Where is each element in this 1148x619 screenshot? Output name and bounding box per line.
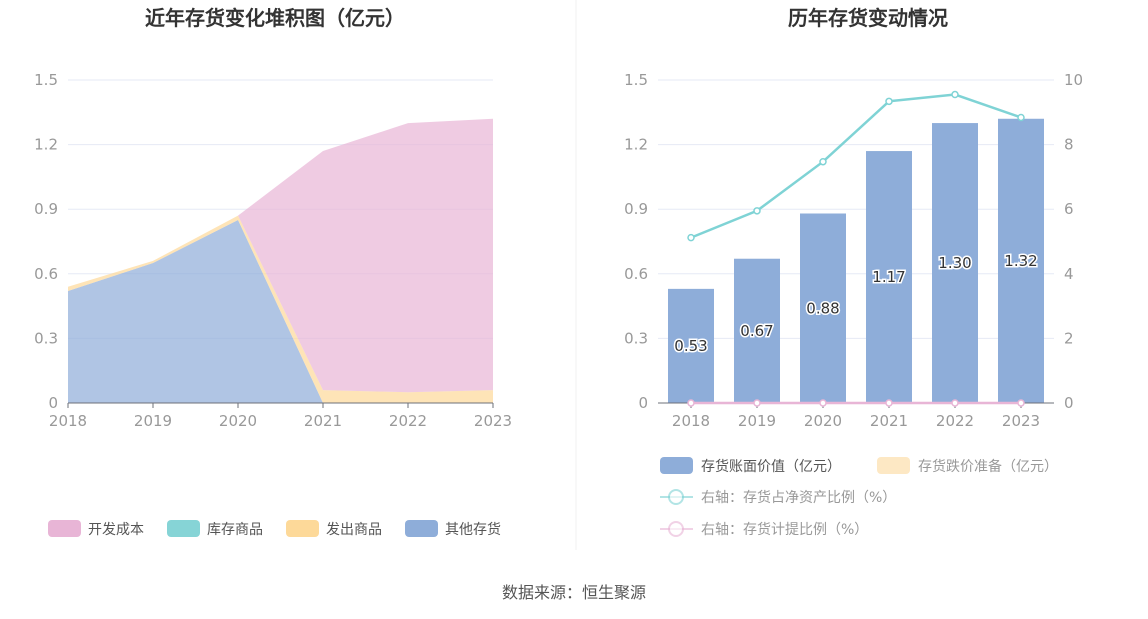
x-tick-label: 2021: [870, 412, 908, 430]
x-tick-label: 2020: [219, 412, 257, 430]
line-point: [819, 157, 827, 166]
line-series-0: [690, 93, 1022, 239]
line-point: [1017, 399, 1025, 407]
y-tick-label: 0.6: [624, 265, 648, 283]
line-point: [819, 399, 827, 407]
y-tick-label: 0.3: [624, 329, 648, 347]
line-point: [885, 399, 893, 407]
legend-swatch: [286, 520, 319, 537]
x-tick-label: 2022: [389, 412, 427, 430]
y2-tick-label: 8: [1064, 136, 1074, 154]
area-3: [68, 118, 493, 393]
legend-swatch: [660, 457, 693, 474]
y2-tick-label: 4: [1064, 265, 1074, 283]
legend-marker: [668, 489, 684, 505]
legend-label: 库存商品: [207, 522, 263, 538]
line-point: [1017, 113, 1025, 122]
x-tick-label: 2019: [738, 412, 776, 430]
line-point: [753, 207, 761, 215]
bar: [734, 258, 780, 403]
legend-label: 发出商品: [326, 522, 382, 538]
area-0: [68, 219, 493, 403]
x-tick-label: 2021: [304, 412, 342, 430]
legend-label: 右轴：存货占净资产比例（%）: [701, 489, 896, 506]
y2-tick-label: 6: [1064, 200, 1074, 218]
bar-data-label: 1.17: [872, 268, 905, 286]
line-point: [885, 97, 893, 106]
y-tick-label: 1.2: [34, 136, 58, 154]
x-tick-label: 2023: [1002, 412, 1040, 430]
y2-tick-label: 0: [1064, 394, 1074, 412]
x-tick-label: 2018: [672, 412, 710, 430]
area-2: [68, 215, 493, 403]
bar: [800, 213, 846, 403]
x-tick-label: 2020: [804, 412, 842, 430]
x-tick-label: 2018: [49, 412, 87, 430]
bar-data-label: 0.53: [674, 337, 707, 355]
y-tick-label: 0.3: [34, 329, 58, 347]
bar: [668, 288, 714, 403]
bar: [932, 123, 978, 404]
y-tick-label: 1.2: [624, 136, 648, 154]
line-point: [951, 399, 959, 407]
y2-tick-label: 2: [1064, 329, 1074, 347]
legend-label: 存货账面价值（亿元）: [701, 458, 841, 475]
legend-swatch: [48, 520, 81, 537]
x-tick-label: 2022: [936, 412, 974, 430]
source-text: 数据来源：恒生聚源: [502, 583, 646, 602]
left-chart-title: 近年存货变化堆积图（亿元）: [145, 6, 405, 30]
bar: [998, 118, 1044, 403]
bar-data-label: 1.32: [1004, 252, 1037, 270]
y-tick-label: 0.9: [624, 200, 648, 218]
legend-marker: [668, 521, 684, 537]
legend-swatch: [167, 520, 200, 537]
x-tick-label: 2023: [474, 412, 512, 430]
legend-label: 开发成本: [88, 522, 144, 538]
y-tick-label: 0.6: [34, 265, 58, 283]
line-point: [687, 233, 695, 242]
right-chart-title: 历年存货变动情况: [788, 6, 948, 30]
bar-data-label: 1.30: [938, 254, 971, 272]
legend-label: 存货跌价准备（亿元）: [918, 458, 1058, 475]
y2-tick-label: 10: [1064, 71, 1083, 89]
y-tick-label: 1.5: [624, 71, 648, 89]
y-tick-label: 0.9: [34, 200, 58, 218]
y-tick-label: 0: [48, 394, 58, 412]
legend-swatch: [877, 457, 910, 474]
legend-label: 其他存货: [445, 521, 501, 538]
x-tick-label: 2019: [134, 412, 172, 430]
bar-data-label: 0.88: [806, 299, 839, 317]
bar: [866, 151, 912, 403]
bar-data-label: 0.67: [740, 322, 773, 340]
y-tick-label: 0: [638, 394, 648, 412]
legend-label: 右轴：存货计提比例（%）: [701, 521, 868, 538]
line-point: [753, 399, 761, 407]
y-tick-label: 1.5: [34, 71, 58, 89]
line-point: [951, 90, 959, 99]
line-point: [687, 399, 695, 407]
legend-swatch: [405, 520, 438, 537]
